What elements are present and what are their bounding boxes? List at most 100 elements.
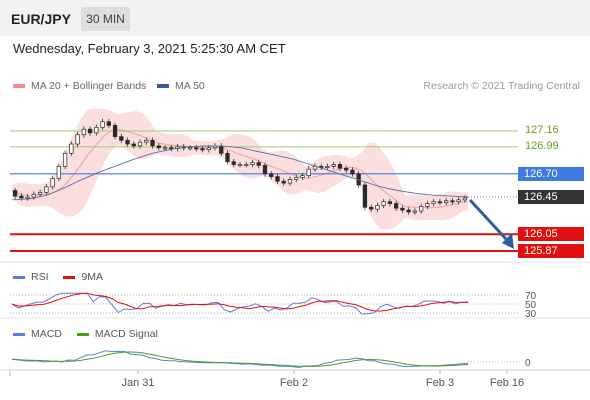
candle-body (137, 141, 143, 147)
candle-body (425, 203, 430, 207)
macd-legend-label: MACD (31, 328, 62, 340)
rsi-level-label: 50 (525, 300, 537, 311)
candle-body (344, 167, 349, 171)
forecast-arrow-shaft (468, 198, 508, 241)
candle-body (219, 145, 224, 154)
candle-body (194, 147, 199, 150)
candle-body (231, 161, 236, 165)
candle-body (443, 200, 449, 203)
candle-body (419, 205, 424, 212)
rsi-signal-legend-label: 9MA (81, 271, 104, 283)
rsi-legend-label: RSI (31, 271, 49, 283)
candle-body (156, 145, 161, 149)
rsi-legend: RSI 9MA (13, 271, 103, 283)
datetime-label: Wednesday, February 3, 2021 5:25:30 AM C… (13, 41, 286, 56)
candle-body (19, 195, 24, 199)
candle-body (431, 201, 436, 204)
x-tick-label: Jan 31 (121, 377, 155, 389)
candle-body (381, 201, 386, 206)
rsi-level-label: 30 (525, 309, 537, 320)
candle-body (287, 179, 293, 184)
rsi-signal-line (11, 292, 469, 312)
candle-body (294, 177, 299, 180)
candle-body (394, 203, 399, 209)
candle-body (362, 184, 368, 208)
candle-body (119, 136, 124, 141)
level-label-support: 126.05 (518, 227, 584, 242)
x-tick-label: Feb 16 (489, 377, 525, 389)
candle-body (456, 199, 461, 203)
candle-body (437, 201, 443, 204)
candle-body (62, 152, 68, 167)
x-axis (9, 369, 590, 376)
candle-body (187, 147, 193, 150)
candle-body (256, 162, 261, 166)
candle-body (281, 180, 286, 184)
candle-body (69, 143, 74, 154)
macd-swatch (13, 332, 25, 336)
price-candles (12, 118, 468, 215)
top-toolbar: EUR/JPY 30 MIN (0, 0, 590, 36)
candle-body (50, 178, 55, 188)
rsi-line (11, 292, 469, 315)
candle-body (387, 201, 393, 204)
legend-swatch-ma50 (157, 84, 169, 88)
candle-body (106, 121, 111, 126)
macd-signal-line (11, 351, 469, 367)
candle-body (25, 196, 30, 199)
candle-body (75, 134, 80, 145)
candle-body (400, 207, 405, 211)
candle-body (112, 125, 118, 137)
timeframe-button[interactable]: 30 MIN (81, 7, 130, 31)
macd-panel: 0 (11, 350, 531, 369)
candle-body (337, 164, 343, 169)
candle-body (412, 210, 418, 213)
candle-body (37, 192, 43, 195)
forecast-arrow-head (502, 233, 514, 249)
macd-line (11, 350, 469, 368)
macd-signal-legend-label: MACD Signal (94, 328, 158, 340)
level-label-support: 125.87 (518, 244, 584, 258)
x-tick-label: Feb 2 (279, 377, 309, 389)
ma50-line (11, 145, 469, 201)
legend-swatch-ma20 (13, 84, 25, 88)
candle-body (44, 186, 49, 193)
candle-body (375, 205, 380, 210)
candle-body (319, 165, 324, 168)
candle-body (269, 173, 274, 177)
legend-ma50: MA 50 (157, 80, 205, 92)
legend-label-ma20: MA 20 + Bollinger Bands (31, 80, 147, 92)
macd-zero-label: 0 (525, 358, 531, 369)
x-tick-label: Feb 3 (425, 377, 455, 389)
rsi-level-label: 70 (525, 291, 537, 302)
level-label-last: 126.45 (518, 190, 584, 205)
candle-body (87, 128, 93, 134)
candle-body (300, 175, 305, 178)
legend-ma20: MA 20 + Bollinger Bands (13, 80, 146, 92)
candle-body (100, 121, 105, 128)
candle-body (200, 148, 205, 151)
candle-body (144, 139, 149, 143)
forecast-arrow (468, 198, 514, 249)
candle-body (162, 147, 168, 150)
macd-signal-swatch (76, 332, 89, 336)
candle-body (56, 165, 61, 179)
candle-body (125, 139, 130, 145)
candle-body (462, 197, 468, 201)
candle-body (206, 147, 211, 150)
candle-body (325, 165, 330, 168)
level-label-pivot: 126.70 (518, 166, 584, 181)
candle-body (12, 190, 18, 197)
candle-body (450, 200, 455, 203)
candle-body (369, 206, 374, 210)
candle-body (331, 164, 336, 167)
candle-body (275, 176, 280, 182)
candle-body (250, 162, 255, 165)
candle-body (406, 209, 411, 213)
ma20-line (11, 129, 469, 209)
credit-text: Research © 2021 Trading Central (423, 80, 580, 92)
level-label-target: 127.16 (525, 124, 559, 136)
candle-body (225, 152, 230, 163)
